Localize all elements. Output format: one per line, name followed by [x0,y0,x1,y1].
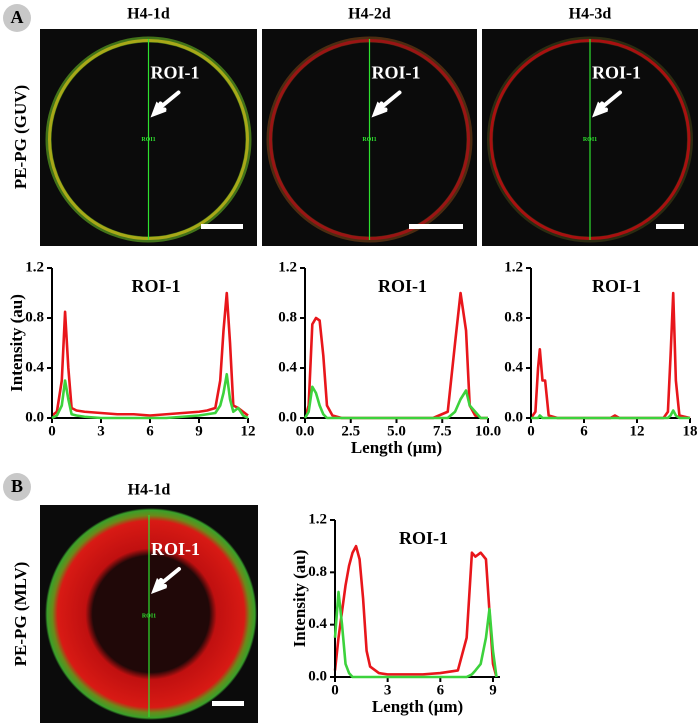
y-tick-label: 1.2 [308,511,327,527]
x-tick-label: 7.5 [433,423,452,439]
x-tick-label: 18 [683,423,698,439]
arrow-head [592,101,608,118]
panel-badge [3,4,31,32]
series-line [51,372,249,420]
x-tick-label: 10.0 [475,423,501,439]
x-tick-label: 0 [331,682,339,698]
x-tick-label: 9 [195,423,203,439]
row-label: PE-PG (GUV) [11,85,30,189]
roi-tag: ROI1 [583,137,597,143]
image-title: H4-3d [569,6,612,23]
image-title: H4-1d [127,6,170,23]
x-tick-label: 0 [48,423,56,439]
y-tick-label: 1.2 [25,259,44,275]
roi-annotation: ROI-1 [151,63,200,83]
x-axis-label: Length (μm) [351,438,442,457]
scale-bar [656,224,684,229]
y-tick-label: 0.0 [278,409,297,425]
y-tick-label: 0.8 [504,309,523,325]
scale-bar [212,701,244,706]
y-tick-label: 0.0 [504,409,523,425]
series-line [333,544,498,678]
roi-annotation: ROI-1 [151,539,200,559]
x-tick-label: 5.0 [387,423,406,439]
panel-label: B [11,476,23,496]
y-tick-label: 0.8 [308,564,327,580]
series-line [333,590,498,679]
row-label: PE-PG (MLV) [11,562,30,667]
series-line [531,409,690,420]
x-tick-label: 12 [241,423,256,439]
y-tick-label: 0.4 [25,359,44,375]
image-title: H4-2d [348,6,391,23]
y-tick-label: 0.0 [25,409,44,425]
chart-title: ROI-1 [399,528,448,548]
y-tick-label: 0.8 [278,309,297,325]
image-title: H4-1d [128,482,171,499]
series-line [303,385,488,420]
roi-tag: ROI1 [362,137,376,143]
x-tick-label: 2.5 [341,423,360,439]
series-line [529,291,691,420]
panel-label: A [11,7,24,27]
y-tick-label: 0.4 [308,616,327,632]
arrow-head [150,101,167,118]
x-tick-label: 9 [489,682,497,698]
y-tick-label: 0.0 [308,668,327,684]
y-tick-label: 0.4 [278,359,297,375]
x-tick-label: 0 [527,423,535,439]
series-line [51,291,249,417]
x-tick-label: 3 [384,682,392,698]
arrow-head [151,578,167,594]
x-tick-label: 6 [146,423,154,439]
arrow-head [371,101,388,118]
chart-title: ROI-1 [378,276,427,296]
roi-annotation: ROI-1 [372,63,421,83]
y-axis-label: Intensity (au) [7,294,26,392]
chart-title: ROI-1 [132,276,181,296]
x-axis-label: Length (μm) [372,697,463,716]
y-axis-label: Intensity (au) [290,550,309,648]
y-tick-label: 0.8 [25,309,44,325]
scale-bar [409,224,463,229]
roi-tag: ROI1 [141,137,155,143]
x-tick-label: 0.0 [296,423,315,439]
x-tick-label: 6 [580,423,588,439]
panel-badge [3,473,31,501]
y-tick-label: 1.2 [278,259,297,275]
x-tick-label: 12 [630,423,645,439]
roi-tag: ROI1 [142,613,156,619]
chart-title: ROI-1 [592,276,641,296]
y-tick-label: 0.4 [504,359,523,375]
vesicle [45,508,257,720]
roi-annotation: ROI-1 [592,63,641,83]
x-tick-label: 3 [97,423,105,439]
x-tick-label: 6 [437,682,445,698]
y-tick-label: 1.2 [504,259,523,275]
scale-bar [201,224,243,229]
